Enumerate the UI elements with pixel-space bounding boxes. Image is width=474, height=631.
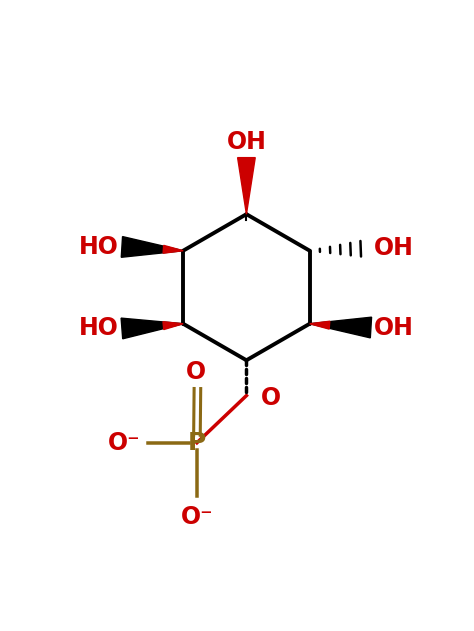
Text: P: P xyxy=(188,431,206,455)
Text: O: O xyxy=(261,386,281,410)
Text: OH: OH xyxy=(374,316,414,339)
Text: O⁻: O⁻ xyxy=(181,505,213,529)
Text: O: O xyxy=(185,360,206,384)
Polygon shape xyxy=(237,158,255,214)
Polygon shape xyxy=(310,317,372,338)
Polygon shape xyxy=(163,245,183,253)
Text: OH: OH xyxy=(374,237,414,261)
Text: HO: HO xyxy=(79,317,119,341)
Polygon shape xyxy=(163,322,183,329)
Polygon shape xyxy=(121,237,183,257)
Polygon shape xyxy=(121,318,183,339)
Text: OH: OH xyxy=(227,130,266,154)
Text: HO: HO xyxy=(79,235,119,259)
Text: O⁻: O⁻ xyxy=(108,431,140,455)
Polygon shape xyxy=(310,321,330,329)
